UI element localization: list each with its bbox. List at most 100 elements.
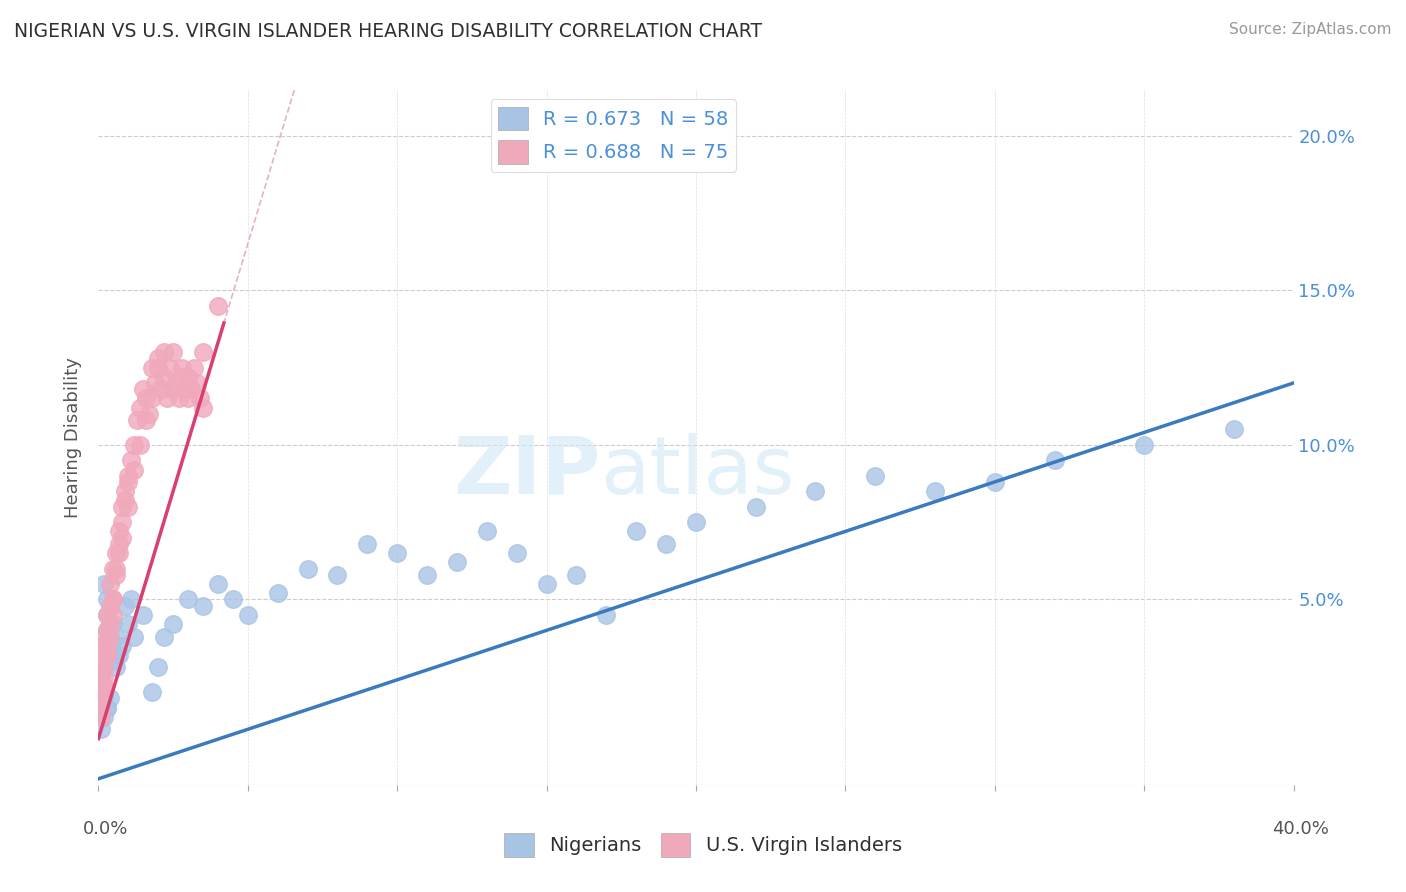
Text: Source: ZipAtlas.com: Source: ZipAtlas.com [1229,22,1392,37]
Point [93,630,115,644]
Point [865,468,887,483]
Point [172,369,194,384]
Point [96,700,118,714]
Point [108,537,131,551]
Point [135,413,157,427]
Point [90,700,112,714]
Point [93,710,115,724]
Point [114,493,136,508]
Point [105,546,128,560]
Point [172,360,194,375]
Point [93,691,115,706]
Point [96,624,118,638]
Point [143,376,166,390]
Point [626,524,648,539]
Point [180,382,202,396]
Point [96,700,118,714]
Point [90,670,112,684]
Point [141,685,163,699]
Point [108,524,131,539]
Point [124,438,146,452]
Point [98,617,122,632]
Point [117,617,139,632]
Point [103,592,125,607]
Point [93,679,115,693]
Point [153,345,176,359]
Point [103,617,125,632]
Point [984,475,1007,489]
Point [103,592,125,607]
Legend: R = 0.673   N = 58, R = 0.688   N = 75: R = 0.673 N = 58, R = 0.688 N = 75 [491,99,737,171]
Point [108,546,131,560]
Point [162,382,184,396]
Point [93,670,115,684]
Point [685,515,707,529]
Point [90,685,112,699]
Point [132,382,155,396]
Point [96,592,118,607]
Point [105,660,128,674]
Y-axis label: Hearing Disability: Hearing Disability [65,357,83,517]
Point [96,607,118,622]
Point [90,723,112,737]
Point [108,648,131,662]
Point [105,561,128,575]
Text: atlas: atlas [600,433,794,511]
Point [167,392,190,406]
Point [297,561,319,575]
Point [96,607,118,622]
Point [111,531,134,545]
Point [96,648,118,662]
Point [103,561,125,575]
Point [96,648,118,662]
Point [90,685,112,699]
Point [103,607,125,622]
Point [117,475,139,489]
Point [191,345,214,359]
Point [103,654,125,668]
Point [114,599,136,613]
Point [93,679,115,693]
Point [356,537,378,551]
Text: 40.0%: 40.0% [1272,820,1329,838]
Point [207,577,229,591]
Point [165,376,187,390]
Point [174,382,197,396]
Point [207,299,229,313]
Point [105,567,128,582]
Legend: Nigerians, U.S. Virgin Islanders: Nigerians, U.S. Virgin Islanders [496,825,910,864]
Point [90,670,112,684]
Text: NIGERIAN VS U.S. VIRGIN ISLANDER HEARING DISABILITY CORRELATION CHART: NIGERIAN VS U.S. VIRGIN ISLANDER HEARING… [14,22,762,41]
Point [416,567,439,582]
Point [595,607,617,622]
Point [90,679,112,693]
Point [150,382,173,396]
Point [120,453,142,467]
Point [138,407,160,421]
Point [186,376,208,390]
Point [90,691,112,706]
Point [536,577,558,591]
Point [141,360,163,375]
Point [96,624,118,638]
Point [120,592,142,607]
Point [98,630,122,644]
Point [267,586,290,600]
Point [162,345,184,359]
Point [183,360,205,375]
Point [177,392,200,406]
Point [129,401,152,415]
Point [93,660,115,674]
Point [446,555,468,569]
Point [111,515,134,529]
Point [90,639,112,653]
Point [177,592,200,607]
Point [1223,422,1246,436]
Point [236,607,259,622]
Point [135,392,157,406]
Point [124,630,146,644]
Point [156,392,179,406]
Point [159,360,181,375]
Point [191,401,214,415]
Point [105,630,128,644]
